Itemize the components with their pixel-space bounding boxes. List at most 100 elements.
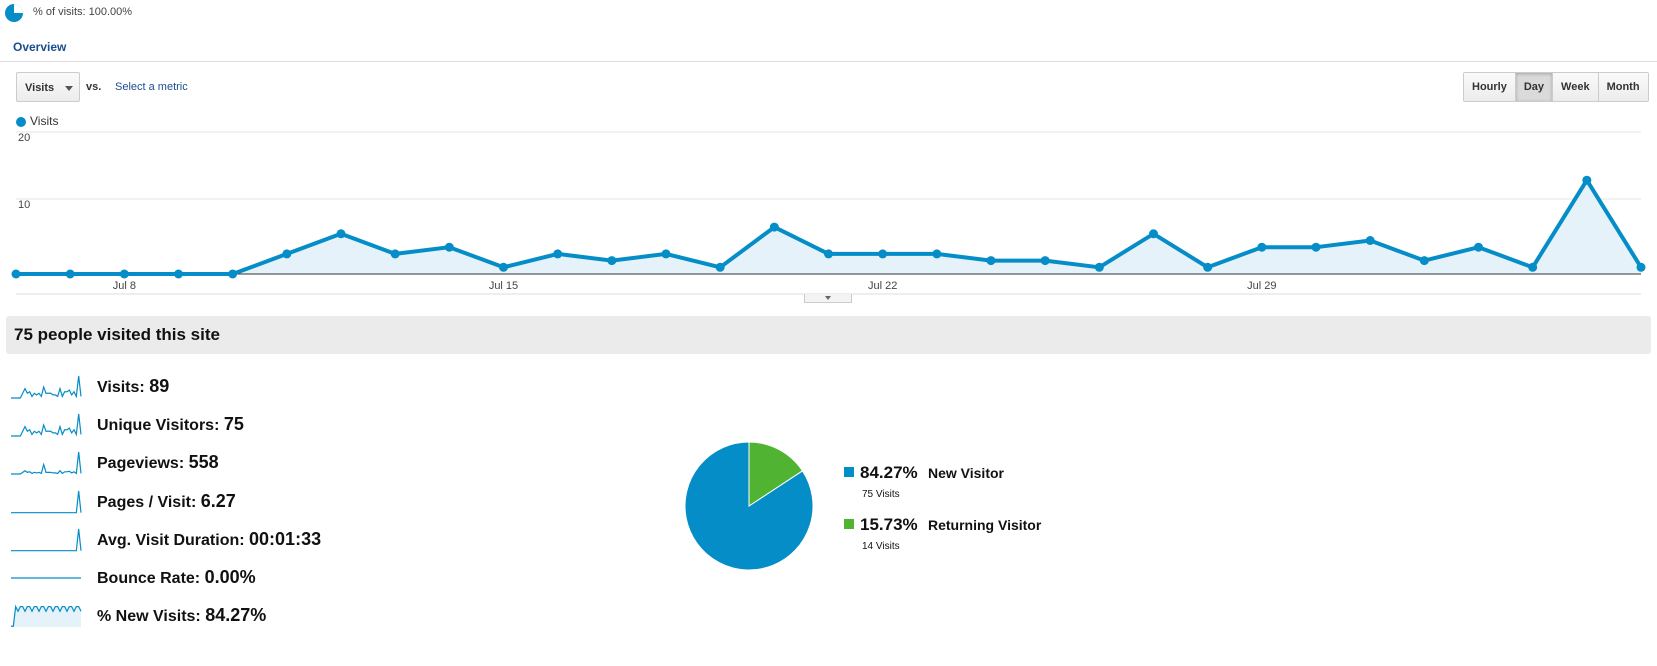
visits-line-chart[interactable]: 10 20 Jul 8 Jul 15 Jul 22 Jul 29: [0, 130, 1657, 300]
data-point: [1094, 262, 1104, 272]
metric-value: 558: [188, 452, 219, 472]
caret-down-icon: [825, 296, 831, 300]
data-point: [336, 229, 346, 239]
visitor-type-pie-chart[interactable]: [683, 440, 815, 572]
metric-row-pages-per-visit: Pages / Visit: 6.27: [10, 487, 610, 517]
data-point: [228, 269, 238, 279]
summary-title: 75 people visited this site: [14, 325, 220, 344]
data-point: [1203, 262, 1213, 272]
sparkline-path: [11, 528, 82, 552]
legend-name: New Visitor: [928, 465, 1004, 481]
metric-value: 89: [149, 376, 170, 396]
legend-visits: 75 Visits: [862, 489, 900, 500]
hourly-button[interactable]: Hourly: [1464, 73, 1516, 101]
metric-label: Bounce Rate:: [97, 570, 201, 587]
tab-divider: [0, 61, 1657, 62]
metric-row-pageviews: Pageviews: 558: [10, 448, 610, 478]
data-point: [1149, 229, 1158, 239]
data-point: [65, 269, 75, 279]
metric-label: Unique Visitors:: [97, 417, 220, 434]
data-point: [11, 269, 21, 279]
metric-value: 0.00%: [204, 567, 256, 587]
sparkline-path: [11, 490, 82, 514]
metric-label: % New Visits:: [97, 608, 201, 625]
data-point: [1040, 256, 1050, 266]
metric-dropdown-label: Visits: [25, 82, 55, 94]
series-area: [16, 180, 1641, 274]
segment-label: % of visits: 100.00%: [33, 6, 133, 18]
legend-swatch: [844, 519, 854, 529]
legend-percent: 15.73%: [860, 515, 918, 534]
data-point: [1528, 262, 1538, 272]
x-tick-label: Jul 22: [868, 280, 897, 292]
legend-swatch: [844, 467, 854, 477]
x-tick-label: Jul 8: [113, 280, 136, 292]
summary-header: 75 people visited this site: [6, 316, 1651, 354]
data-point: [1257, 242, 1267, 252]
y-tick-label: 20: [18, 132, 30, 144]
sparkline: [11, 375, 82, 399]
granularity-button-group: Hourly Day Week Month: [1463, 72, 1649, 102]
data-point: [661, 249, 671, 259]
metric-row-new-visits: % New Visits: 84.27%: [10, 601, 610, 631]
data-point: [824, 249, 833, 259]
data-point: [444, 242, 454, 252]
data-point: [1365, 236, 1375, 245]
data-point: [1474, 242, 1483, 252]
metric-row-unique-visitors: Unique Visitors: 75: [10, 410, 610, 440]
metric-row-visits: Visits: 89: [10, 372, 610, 402]
vs-label: vs.: [86, 81, 102, 93]
series-legend-label: Visits: [30, 114, 59, 128]
data-point: [174, 269, 183, 279]
legend-visits: 14 Visits: [862, 541, 900, 552]
metric-value: 00:01:33: [249, 529, 322, 549]
metric-value: 6.27: [200, 491, 236, 511]
sparkline: [11, 451, 82, 475]
sparkline: [11, 577, 81, 579]
x-tick-label: Jul 29: [1247, 280, 1276, 292]
data-point: [1419, 256, 1429, 266]
data-point: [1582, 175, 1592, 185]
sparkline: [11, 490, 82, 514]
caret-down-icon: [65, 86, 73, 91]
data-point: [932, 249, 942, 259]
metric-label: Avg. Visit Duration:: [97, 532, 245, 549]
metric-label: Visits:: [97, 379, 145, 396]
metric-label: Pageviews:: [97, 455, 185, 472]
x-tick-label: Jul 15: [489, 280, 518, 292]
metric-label: Pages / Visit:: [97, 494, 197, 511]
sparkline: [11, 604, 82, 627]
sparkline-area: [11, 606, 81, 627]
day-button[interactable]: Day: [1515, 73, 1554, 101]
data-point: [119, 269, 129, 279]
data-point: [1311, 242, 1321, 252]
y-tick-label: 10: [18, 199, 30, 211]
segment-pie-icon[interactable]: [4, 3, 24, 23]
pie-slice: [748, 441, 804, 507]
legend-name: Returning Visitor: [928, 517, 1042, 533]
data-point: [499, 262, 508, 272]
data-point: [282, 249, 292, 259]
data-point: [878, 249, 888, 259]
sparkline-path: [11, 375, 82, 399]
sparkline-path: [11, 604, 82, 627]
metric-value: 84.27%: [205, 605, 267, 625]
series-legend-dot: [16, 117, 26, 127]
month-button[interactable]: Month: [1598, 73, 1648, 101]
data-point: [715, 262, 725, 272]
data-point: [607, 256, 617, 266]
data-point: [986, 256, 996, 266]
metric-row-bounce-rate: Bounce Rate: 0.00%: [10, 563, 610, 593]
sparkline-path: [11, 451, 82, 475]
metric-dropdown[interactable]: Visits: [16, 72, 80, 102]
tab-overview[interactable]: Overview: [13, 40, 67, 54]
sparkline: [11, 413, 82, 437]
data-point: [390, 249, 400, 259]
sparkline: [11, 528, 82, 552]
week-button[interactable]: Week: [1553, 73, 1599, 101]
legend-percent: 84.27%: [860, 463, 918, 482]
metric-value: 75: [223, 414, 244, 434]
select-metric-link[interactable]: Select a metric: [115, 81, 188, 93]
chart-collapse-toggle[interactable]: [804, 294, 852, 303]
data-point: [553, 249, 563, 259]
